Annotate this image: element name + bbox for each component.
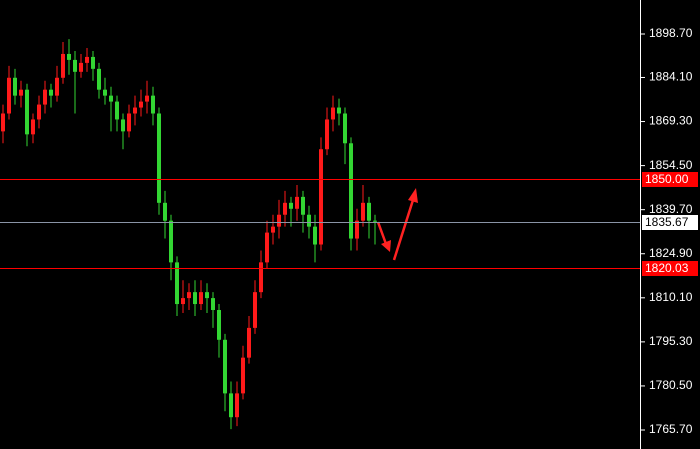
candle-body	[151, 95, 155, 114]
price-level-label: 1850.00	[645, 172, 689, 186]
candle-body	[91, 56, 95, 69]
y-tick-label: 1824.90	[649, 246, 693, 260]
candle-body	[193, 292, 197, 305]
candle-body	[163, 202, 167, 221]
candle-body	[127, 113, 131, 132]
candle-body	[67, 53, 71, 60]
candle-body	[307, 214, 311, 227]
candle-body	[181, 298, 185, 305]
candle-body	[301, 196, 305, 215]
annotation-arrows	[376, 188, 418, 261]
candle-body	[43, 89, 47, 105]
candle-body	[73, 59, 77, 72]
candle-body	[217, 310, 221, 340]
candle-body	[271, 226, 275, 233]
y-tick-label: 1810.10	[649, 290, 693, 304]
candle-body	[25, 89, 29, 135]
candle-body	[265, 232, 269, 263]
candle-body	[115, 101, 119, 120]
candle-body	[37, 104, 41, 120]
candle-body	[325, 119, 329, 150]
candle-body	[145, 95, 149, 102]
candle-body	[13, 77, 17, 96]
candle-body	[139, 101, 143, 108]
candle-body	[253, 292, 257, 328]
y-tick-label: 1854.50	[649, 158, 693, 172]
candle-body	[343, 113, 347, 144]
candle-body	[109, 95, 113, 102]
candle-body	[361, 202, 365, 221]
candle-body	[277, 214, 281, 227]
candle-body	[55, 77, 59, 96]
candle-body	[289, 202, 293, 209]
candle-body	[103, 89, 107, 96]
candle-body	[79, 62, 83, 72]
candle-body	[133, 107, 137, 114]
candle-body	[7, 77, 11, 114]
candle-body	[61, 53, 65, 78]
y-tick-label: 1765.70	[649, 422, 693, 436]
candle-body	[97, 68, 101, 90]
candle-body	[355, 220, 359, 239]
y-tick-label: 1869.30	[649, 114, 693, 128]
candle-body	[223, 339, 227, 394]
price-level-tag	[642, 172, 698, 187]
candle-body	[235, 393, 239, 418]
candle-body	[121, 119, 125, 132]
candle-body	[331, 107, 335, 120]
candle-body	[247, 327, 251, 358]
y-tick-label: 1780.50	[649, 378, 693, 392]
candle-body	[313, 226, 317, 245]
y-tick-label: 1795.30	[649, 334, 693, 348]
candle-body	[283, 202, 287, 215]
candle-body	[85, 56, 89, 63]
price-level-label: 1820.03	[645, 261, 689, 275]
candle-body	[175, 262, 179, 305]
candle-body	[349, 143, 353, 239]
candle-body	[295, 196, 299, 209]
candle-body	[373, 220, 377, 222]
candle-body	[199, 292, 203, 305]
y-tick-label: 1884.10	[649, 70, 693, 84]
candle-body	[241, 357, 245, 394]
candle-body	[211, 298, 215, 311]
candle-body	[367, 202, 371, 221]
price-level-tag	[642, 215, 698, 230]
candle-body	[1, 113, 5, 132]
candle-body	[19, 89, 23, 96]
candle-body	[259, 262, 263, 293]
candle-body	[337, 107, 341, 114]
price-level-tag	[642, 261, 698, 276]
candle-body	[157, 113, 161, 203]
candle-body	[49, 89, 53, 96]
y-tick-label: 1898.70	[649, 26, 693, 40]
price-level-label: 1835.67	[645, 215, 689, 229]
candle-body	[205, 292, 209, 299]
y-tick-label: 1839.70	[649, 202, 693, 216]
candle-body	[187, 292, 191, 299]
candle-body	[229, 393, 233, 418]
candle-body	[319, 149, 323, 245]
candle-body	[31, 119, 35, 135]
candle-body	[169, 220, 173, 263]
